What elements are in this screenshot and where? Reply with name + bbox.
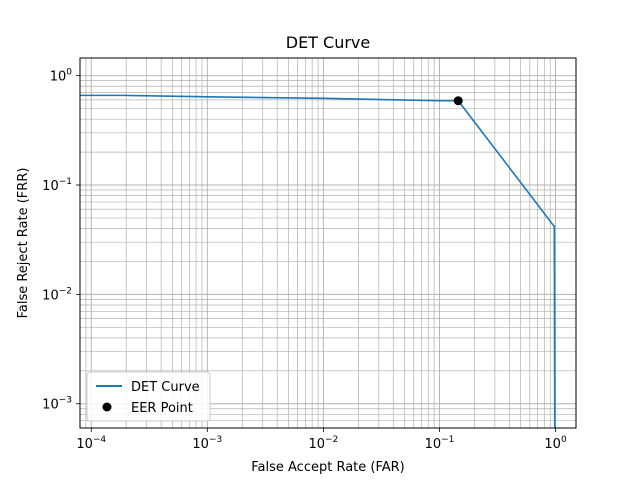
legend-marker-swatch [102,402,112,412]
y-tick-label: 100 [50,68,73,85]
plot-frame [79,57,577,429]
legend-label-eer-point: EER Point [131,401,193,416]
y-tick-label: 10−1 [42,177,72,194]
x-tick-label: 10−4 [76,435,106,452]
series-layer [80,94,556,428]
legend-box [86,371,211,422]
x-tick-label: 10−1 [425,435,455,452]
legend: DET Curve EER Point [86,371,211,422]
chart-title: DET Curve [286,33,371,52]
x-tick-label: 100 [544,435,567,452]
y-tick-label: 10−2 [42,286,72,303]
legend-label-det-curve: DET Curve [131,380,200,395]
x-tick-label: 10−2 [308,435,338,452]
y-tick-label: 10−3 [42,396,72,413]
x-axis-label: False Accept Rate (FAR) [251,460,405,475]
grid [79,58,576,429]
eer-point-marker [453,96,463,106]
y-axis-label: False Reject Rate (FRR) [16,168,31,319]
det-curve-line [80,94,556,428]
x-tick-label: 10−3 [192,435,222,452]
ticks-layer: 10−4 10−3 10−2 10−1 100 10−3 10−2 10−1 100 [42,68,567,452]
